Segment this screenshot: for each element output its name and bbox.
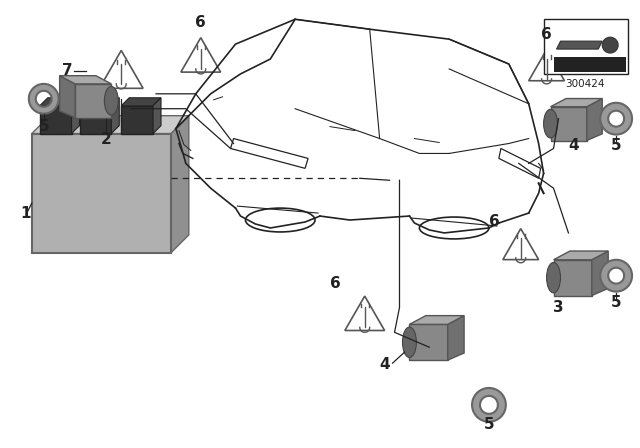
Text: 6: 6 [488,214,499,229]
Polygon shape [60,76,75,118]
FancyBboxPatch shape [32,134,171,253]
Text: 6: 6 [195,15,206,30]
Polygon shape [99,51,143,88]
Polygon shape [554,251,608,260]
Text: 7: 7 [61,64,72,78]
Polygon shape [448,316,464,360]
Text: 4: 4 [568,138,579,154]
Text: 2: 2 [101,132,112,146]
Polygon shape [554,260,592,296]
Polygon shape [40,98,79,106]
Ellipse shape [543,109,557,138]
Polygon shape [345,296,385,331]
Ellipse shape [403,327,417,358]
Polygon shape [32,116,189,134]
Polygon shape [171,116,189,253]
Polygon shape [410,324,448,360]
FancyBboxPatch shape [543,19,628,74]
Ellipse shape [547,263,561,293]
Polygon shape [557,41,602,49]
Text: 3: 3 [553,301,564,315]
Polygon shape [592,251,608,296]
Text: 5: 5 [611,296,621,310]
Polygon shape [121,98,161,106]
Text: 5: 5 [484,417,494,432]
Text: 6: 6 [541,27,552,42]
Polygon shape [503,228,539,260]
Text: 300424: 300424 [566,79,605,89]
Text: 5: 5 [38,119,49,134]
Text: 5: 5 [611,138,621,154]
Polygon shape [550,99,602,107]
Text: 1: 1 [20,206,30,220]
Circle shape [602,37,618,53]
Polygon shape [111,98,119,134]
Polygon shape [79,98,119,106]
FancyBboxPatch shape [40,106,72,134]
Polygon shape [72,98,79,134]
Polygon shape [181,38,221,72]
Polygon shape [550,107,587,141]
Polygon shape [75,84,111,118]
Ellipse shape [104,86,118,115]
Polygon shape [587,99,602,141]
FancyBboxPatch shape [121,106,153,134]
Polygon shape [60,76,111,84]
Text: 4: 4 [380,357,390,372]
FancyBboxPatch shape [79,106,111,134]
Polygon shape [554,57,626,72]
Polygon shape [153,98,161,134]
Polygon shape [410,316,464,324]
Text: 6: 6 [330,276,340,291]
Polygon shape [529,50,564,81]
